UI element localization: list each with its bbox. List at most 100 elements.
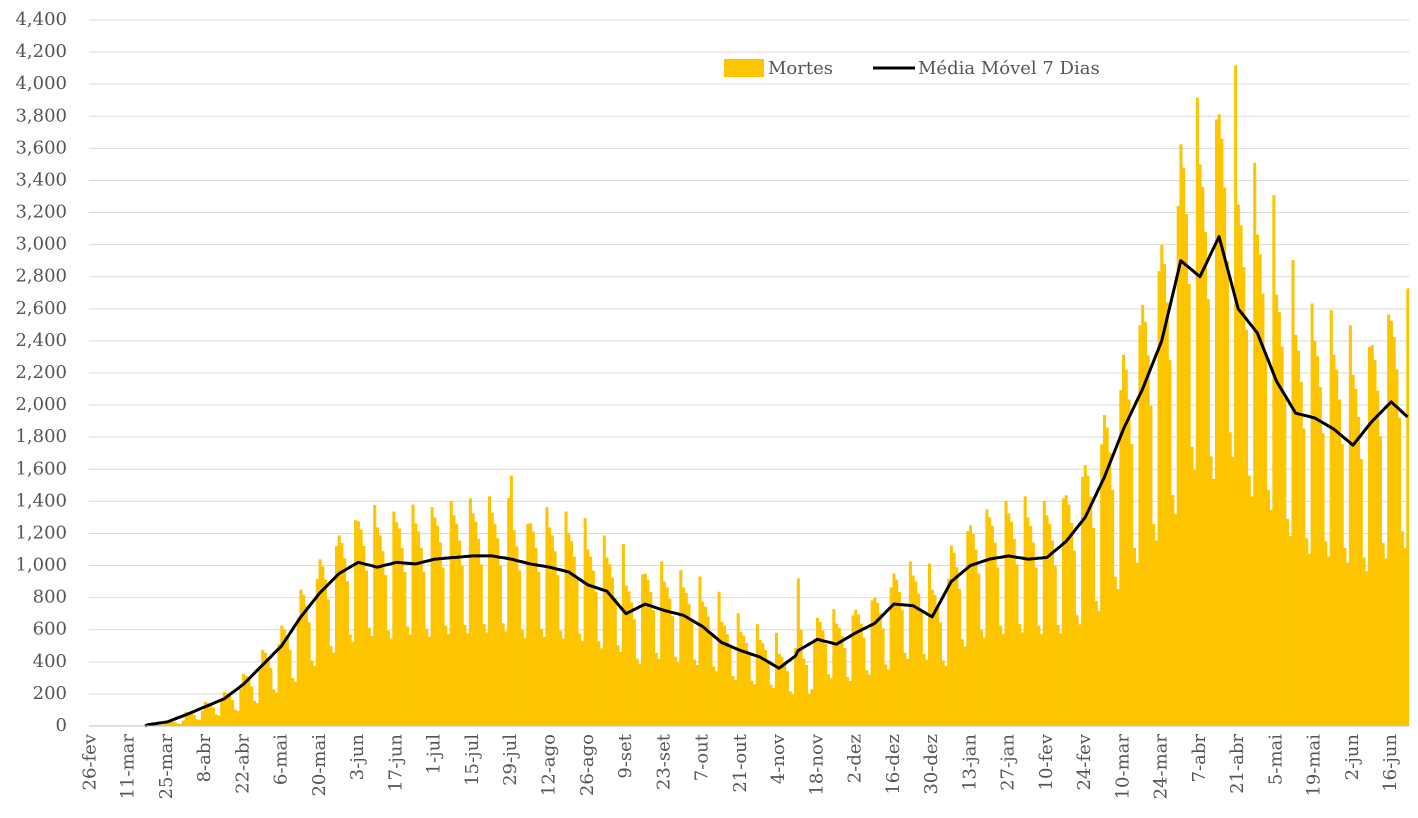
bar: [471, 513, 475, 726]
x-tick-label: 1-jul: [424, 734, 445, 775]
bar: [370, 635, 374, 726]
bar: [263, 652, 267, 726]
bar: [507, 498, 511, 726]
bar: [203, 701, 207, 726]
bar: [649, 591, 653, 726]
bar: [1403, 547, 1407, 726]
bar: [1231, 456, 1235, 726]
bar: [1001, 634, 1005, 726]
bar: [206, 702, 210, 726]
bar: [684, 593, 688, 726]
bar: [168, 721, 172, 726]
bar: [1384, 558, 1388, 726]
bar: [1239, 225, 1243, 726]
bar: [187, 712, 191, 726]
bar: [438, 542, 442, 726]
bar: [1029, 525, 1033, 726]
bar: [1097, 611, 1101, 726]
bar: [949, 545, 953, 726]
bar: [1111, 489, 1115, 726]
y-tick-label: 1,800: [15, 426, 67, 447]
bar: [1042, 500, 1046, 726]
bar: [1201, 186, 1205, 726]
bar: [613, 597, 617, 726]
bar: [556, 575, 560, 726]
x-tick-label: 21-abr: [1227, 734, 1248, 794]
bar: [351, 642, 355, 726]
bar: [1176, 206, 1180, 727]
bar: [236, 710, 240, 726]
bar: [616, 645, 620, 726]
bar: [1064, 495, 1068, 726]
bar: [717, 591, 721, 726]
bar: [807, 693, 811, 726]
bar: [966, 531, 970, 726]
bar: [802, 658, 806, 726]
y-tick-label: 4,200: [15, 41, 67, 62]
bar: [619, 651, 623, 726]
bar: [1351, 374, 1355, 726]
bar: [310, 660, 314, 726]
bar: [1163, 263, 1167, 726]
bar: [1026, 517, 1030, 726]
bar: [1346, 562, 1350, 726]
bar: [630, 602, 634, 726]
bar: [1340, 443, 1344, 726]
bar: [498, 565, 502, 726]
y-tick-label: 2,000: [15, 394, 67, 415]
y-tick-label: 3,600: [15, 137, 67, 158]
bar: [302, 595, 306, 726]
bar: [848, 680, 852, 726]
y-tick-label: 800: [33, 587, 67, 608]
bar: [873, 597, 877, 726]
bar: [832, 609, 836, 726]
bar: [840, 635, 844, 726]
x-tick-label: 4-nov: [768, 733, 789, 784]
bar: [181, 720, 185, 726]
bar: [952, 552, 956, 726]
bar: [373, 505, 377, 726]
bar: [654, 652, 658, 726]
bar: [485, 632, 489, 726]
bar: [1310, 303, 1314, 726]
bar: [810, 689, 814, 726]
bar: [288, 649, 292, 726]
bar: [1228, 432, 1232, 726]
bar: [854, 609, 858, 726]
bar: [1245, 329, 1249, 726]
bar: [1370, 344, 1374, 726]
bar: [979, 629, 983, 726]
bar: [908, 561, 912, 726]
bar: [1157, 271, 1161, 726]
bar: [1392, 337, 1396, 726]
x-tick-label: 15-jul: [462, 734, 483, 786]
bar: [1083, 465, 1087, 726]
bar: [534, 547, 538, 726]
bar: [993, 542, 997, 726]
bar: [255, 703, 259, 726]
y-tick-label: 1,000: [15, 555, 67, 576]
y-tick-label: 2,200: [15, 362, 67, 383]
bar: [414, 523, 418, 726]
x-tick-label: 5-mai: [1265, 734, 1286, 785]
bar: [386, 630, 390, 726]
bar: [878, 613, 882, 726]
bar: [1277, 312, 1281, 726]
bar: [794, 648, 798, 726]
bar: [537, 571, 541, 726]
bar: [799, 629, 803, 726]
y-tick-label: 200: [33, 683, 67, 704]
bar: [859, 623, 863, 726]
bar: [783, 662, 787, 726]
bar: [766, 660, 770, 726]
bar: [293, 681, 298, 726]
bar: [919, 611, 923, 726]
x-tick-label: 29-jul: [500, 734, 521, 786]
bar: [851, 615, 855, 726]
bar: [728, 646, 732, 726]
bar: [761, 643, 765, 726]
x-tick-label: 7-out: [692, 733, 713, 781]
bar: [490, 512, 494, 726]
bar: [433, 517, 437, 726]
bar: [447, 634, 451, 726]
